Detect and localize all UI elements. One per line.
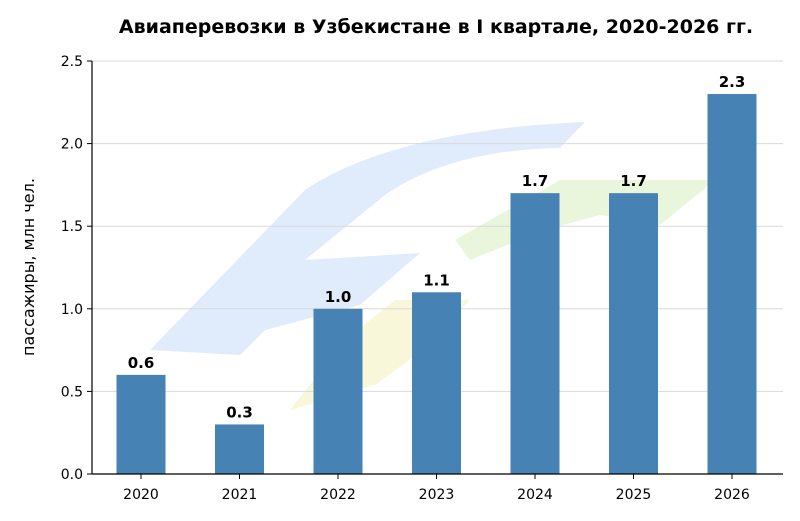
y-tick-label: 1.5 (61, 219, 83, 235)
watermark-blue-shape (150, 122, 585, 355)
data-label-2022: 1.0 (325, 288, 352, 306)
y-tick-label: 2.0 (61, 137, 83, 153)
y-axis-ticks: 0.0 0.5 1.0 1.5 2.0 2.5 (61, 54, 92, 483)
bars (116, 94, 757, 474)
data-label-2021: 0.3 (226, 403, 253, 421)
data-label-2026: 2.3 (719, 73, 746, 91)
x-tick-label-2026: 2026 (714, 487, 750, 503)
bar-2026 (707, 94, 757, 474)
data-label-2020: 0.6 (128, 354, 155, 372)
y-axis-label: пассажиры, млн чел. (19, 178, 38, 356)
y-tick-label: 0.5 (61, 384, 83, 400)
x-tick-label-2020: 2020 (123, 487, 159, 503)
data-labels: 0.6 0.3 1.0 1.1 1.7 1.7 2.3 (128, 73, 746, 421)
x-tick-label-2025: 2025 (616, 487, 652, 503)
y-tick-label: 0.0 (61, 467, 83, 483)
bar-2024 (510, 193, 560, 474)
x-axis-ticks: 2020 2021 2022 2023 2024 2025 2026 (123, 474, 750, 503)
y-tick-label: 2.5 (61, 54, 83, 70)
watermark-green-shape (455, 180, 715, 260)
x-tick-label-2021: 2021 (222, 487, 258, 503)
x-tick-label-2024: 2024 (517, 487, 553, 503)
bar-2023 (412, 292, 461, 474)
data-label-2025: 1.7 (620, 172, 647, 190)
bar-2021 (215, 424, 264, 474)
bar-2022 (313, 308, 363, 474)
bar-2025 (609, 193, 658, 474)
x-tick-label-2023: 2023 (419, 487, 455, 503)
data-label-2023: 1.1 (423, 271, 450, 289)
chart-title: Авиаперевозки в Узбекистане в I квартале… (119, 16, 753, 38)
x-tick-label-2022: 2022 (320, 487, 356, 503)
bar-2020 (116, 374, 166, 474)
data-label-2024: 1.7 (522, 172, 549, 190)
y-tick-label: 1.0 (61, 302, 83, 318)
